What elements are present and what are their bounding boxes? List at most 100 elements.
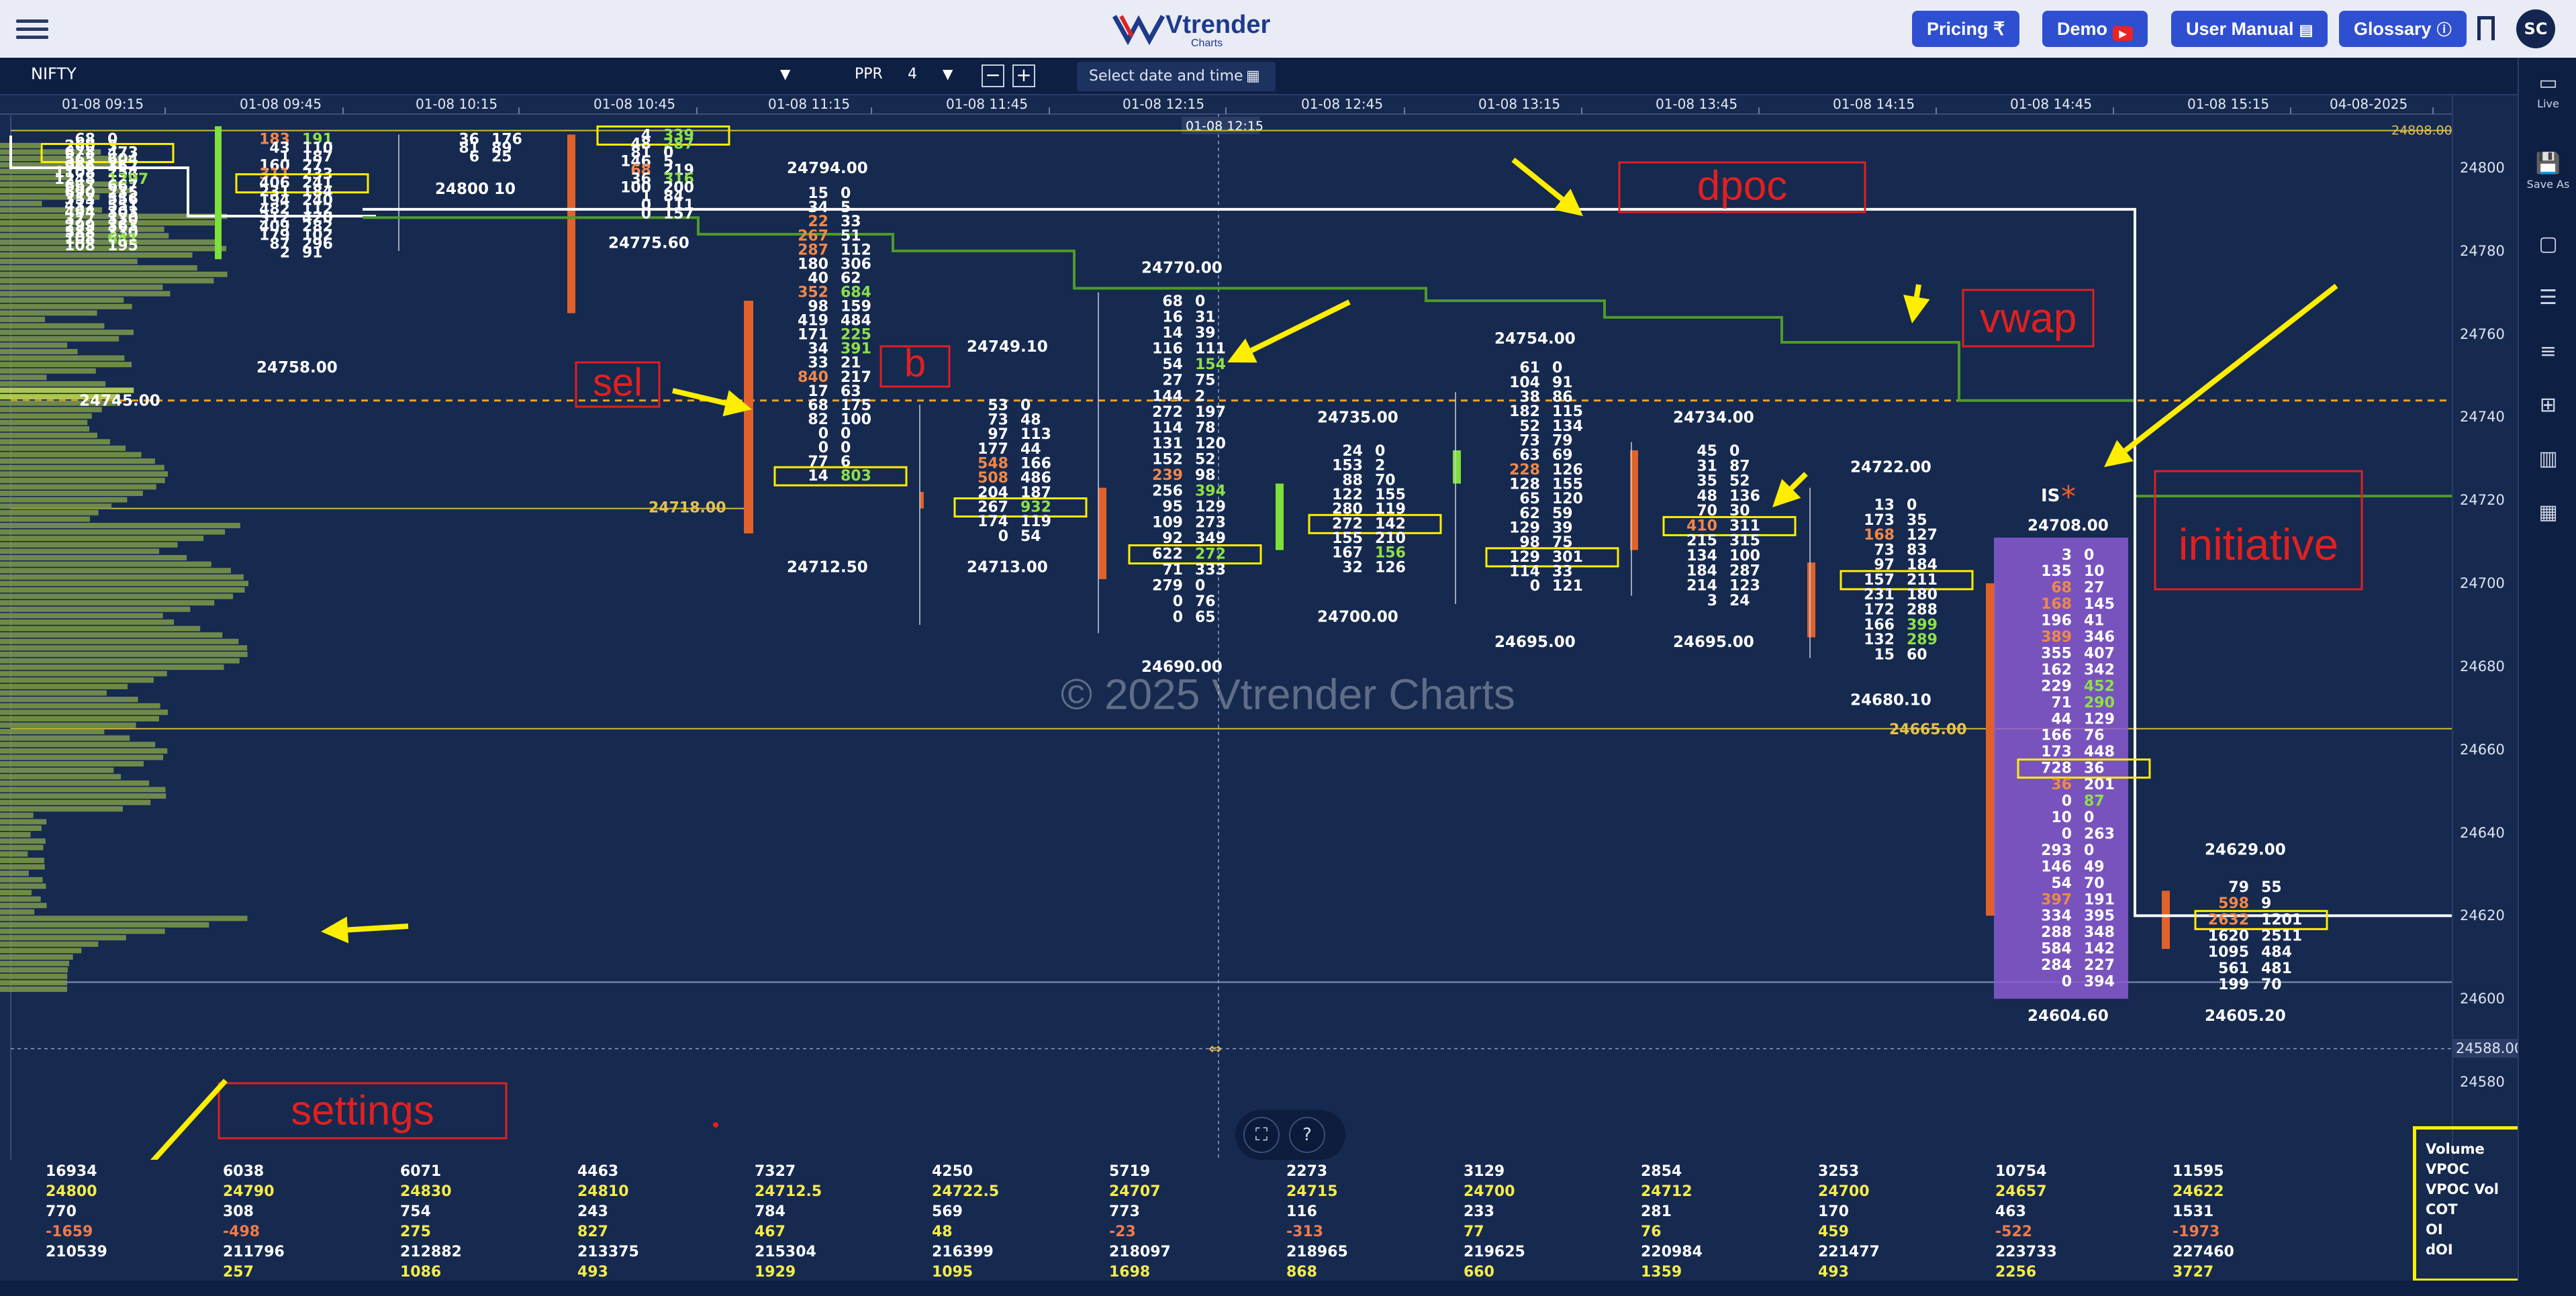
footprint-ask: 60 — [1907, 646, 1927, 663]
footprint-ask: 272 — [1195, 546, 1226, 563]
footprint-ask: 127 — [1907, 527, 1938, 544]
footprint-bid: 352 — [798, 284, 828, 301]
footprint-ask: 191 — [302, 132, 333, 148]
initiative-box — [2154, 470, 2363, 591]
volume-profile-bar — [0, 188, 133, 194]
vpoc-box — [1128, 544, 1262, 565]
price-tick-label: 24780 — [2460, 242, 2505, 259]
is-star-icon: * — [2061, 480, 2076, 514]
volume-profile-bar — [0, 336, 120, 342]
footprint-bid: 135 — [2041, 563, 2072, 580]
zoom-minus-button[interactable]: − — [982, 64, 1004, 87]
volume-profile-bar — [0, 838, 46, 844]
footprint-bid: 61 — [1519, 360, 1540, 377]
volume-profile-bar — [0, 278, 214, 284]
bottom-scrollbar[interactable] — [0, 1281, 2576, 1296]
side-panel-item[interactable]: ☰ — [2519, 286, 2576, 309]
is-label: IS — [2041, 486, 2060, 506]
footprint-ask: 287 — [663, 136, 694, 152]
volume-profile-bar — [0, 703, 160, 709]
market-profile-chart[interactable]: 01-08 09:15 01-08 09:45 01-08 10:15 01-08 1… — [0, 95, 2452, 1160]
footprint-ask: 120 — [1195, 436, 1226, 452]
profile-level-label: 24745.00 — [79, 393, 160, 410]
side-panel-item[interactable]: ⊞ — [2519, 393, 2576, 417]
stat-volume: 2273 — [1286, 1163, 1327, 1180]
cursor-dot — [713, 1122, 718, 1128]
user-manual-button[interactable]: User Manual ▤ — [2171, 11, 2328, 47]
annotation-arrow — [2124, 283, 2338, 453]
pricing-button[interactable]: Pricing ₹ — [1912, 11, 2020, 47]
volume-profile-bar — [0, 426, 90, 432]
crosshair-time: 01-08 12:15 — [1186, 119, 1263, 134]
footprint-ask: 282 — [302, 219, 333, 236]
volume-profile-bar — [0, 645, 248, 651]
stat-vpoc: 24622 — [2173, 1183, 2224, 1200]
stats-legend: Volume VPOC VPOC Vol COT OI dOI — [2413, 1126, 2524, 1282]
footprint-ask: 667 — [107, 178, 138, 195]
footprint-ask: 195 — [107, 238, 138, 254]
bookmark-icon[interactable] — [2477, 16, 2495, 40]
side-panel-item[interactable]: 💾 Save As — [2519, 152, 2576, 191]
glossary-button[interactable]: Glossary ⓘ — [2339, 11, 2467, 47]
footprint-ask: 2511 — [2261, 928, 2302, 944]
date-time-picker[interactable]: Select date and time ▦ — [1077, 62, 1276, 91]
footprint-ask: 1201 — [2261, 911, 2302, 928]
side-panel-item[interactable]: ▥ — [2519, 447, 2576, 470]
footprint-bid: 14 — [1162, 325, 1183, 342]
zoom-plus-button[interactable]: + — [1012, 64, 1035, 87]
footprint-ask: 287 — [1729, 562, 1760, 579]
side-panel-item[interactable]: ▦ — [2519, 501, 2576, 524]
footprint-bid: 406 — [259, 175, 290, 192]
volume-profile-bar — [0, 903, 47, 909]
side-panel-item[interactable]: ▢ — [2519, 232, 2576, 256]
stats-legend-item: COT — [2426, 1201, 2458, 1217]
ppr-label: PPR — [855, 66, 883, 83]
demo-button[interactable]: Demo ▶ — [2042, 11, 2148, 47]
chevron-down-icon[interactable]: ▼ — [943, 66, 953, 82]
footprint-ask: 330 — [107, 224, 138, 241]
footprint-bid: 160 — [259, 158, 290, 175]
symbol-select[interactable]: NIFTY — [31, 64, 77, 83]
footprint-bid: 1 — [280, 149, 290, 166]
volume-profile-bar — [0, 497, 128, 503]
footprint-bid: 288 — [2041, 924, 2072, 941]
footprint-ask: 363 — [107, 217, 138, 234]
side-panel-item[interactable]: ≡ — [2519, 340, 2576, 363]
menu-icon[interactable] — [16, 15, 48, 42]
stat-cot: 459 — [1818, 1224, 1849, 1240]
footprint-ask: 197 — [1195, 404, 1226, 421]
side-panel-item[interactable]: ▭ Live — [2519, 71, 2576, 110]
help-icon[interactable]: ? — [1289, 1117, 1325, 1153]
footprint-bid: 162 — [2041, 662, 2072, 679]
profile-level-label: 24604.60 — [2028, 1007, 2109, 1025]
footprint-bid: 168 — [1864, 527, 1895, 544]
screenshot-icon[interactable]: ⛶ — [1243, 1117, 1280, 1153]
footprint-ask: 115 — [1552, 403, 1583, 420]
volume-profile-bar — [0, 445, 126, 451]
brand-logo[interactable]: Vtrender Charts — [1112, 7, 1270, 51]
stat-vpoc_vol: 308 — [223, 1203, 254, 1220]
footprint-bid: 0 — [818, 440, 828, 456]
footprint-bid: 690 — [64, 185, 95, 201]
footprint-ask: 273 — [1195, 514, 1226, 531]
footprint-ask: 110 — [302, 140, 333, 157]
avatar[interactable]: SC — [2516, 9, 2555, 48]
footprint-bid: 62 — [1519, 505, 1540, 522]
resize-handle-icon[interactable]: ⇔ — [1208, 1039, 1222, 1058]
volume-profile-bar — [0, 832, 31, 838]
footprint-ask: 187 — [302, 149, 333, 166]
footprint-bid: 231 — [1864, 587, 1895, 603]
footprint-bid: 10 — [2051, 809, 2072, 826]
footprint-bid: 214 — [1686, 578, 1717, 595]
footprint-ask: 70 — [2084, 875, 2105, 892]
initiative-annotation: initiative — [2179, 519, 2338, 569]
ppr-select[interactable]: 4 — [908, 66, 917, 83]
footprint-bid: 183 — [259, 132, 290, 148]
volume-profile-bar — [0, 271, 228, 277]
footprint-bid: 228 — [1509, 462, 1540, 479]
volume-profile-bar — [0, 690, 107, 696]
chevron-down-icon[interactable]: ▼ — [780, 66, 791, 82]
price-axis[interactable]: 24800 24780 24760 24740 24720 24700 24680 24660… — [2452, 95, 2526, 1160]
arrow-head — [321, 916, 349, 944]
stat-vpoc_vol: 281 — [1641, 1203, 1672, 1220]
